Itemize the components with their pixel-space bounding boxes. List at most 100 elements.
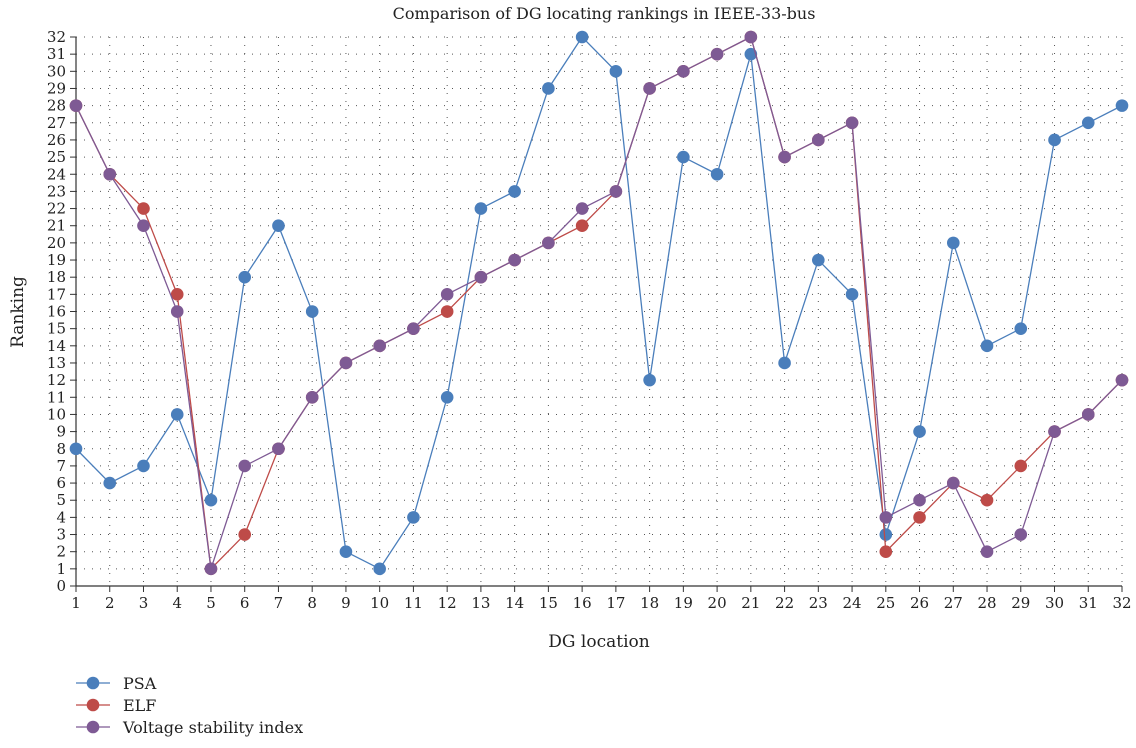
data-point: [812, 253, 825, 267]
y-tick-label: 17: [47, 285, 66, 303]
series-2: [69, 30, 1129, 576]
data-point: [440, 288, 454, 301]
x-tick-label: 16: [573, 594, 592, 612]
x-tick-label: 4: [172, 594, 182, 612]
series-0: [69, 30, 1129, 576]
data-point: [1081, 116, 1095, 130]
data-point: [980, 493, 994, 507]
series-line: [75, 35, 1123, 570]
x-tick-label: 18: [640, 594, 659, 612]
data-point: [1115, 373, 1129, 387]
x-tick-label: 10: [370, 594, 389, 612]
x-tick-label: 23: [809, 594, 828, 612]
x-tick-label: 32: [1112, 594, 1131, 612]
data-point: [272, 219, 285, 233]
data-point: [170, 305, 184, 318]
data-point: [137, 219, 150, 233]
y-tick-label: 16: [47, 303, 66, 321]
y-tick-label: 27: [47, 114, 66, 132]
data-point: [677, 150, 690, 164]
x-tick-label: 20: [708, 594, 727, 612]
series-layer: [69, 30, 1129, 576]
data-point: [744, 30, 758, 44]
y-tick-label: 14: [47, 337, 66, 355]
data-point: [103, 167, 117, 181]
y-tick-label: 4: [56, 508, 66, 526]
x-tick-label: 2: [105, 594, 115, 612]
y-tick-label: 8: [56, 440, 66, 458]
data-point: [542, 82, 555, 95]
x-tick-label: 28: [977, 594, 996, 612]
data-point: [778, 356, 791, 370]
y-tick-label: 10: [47, 405, 66, 423]
data-point: [103, 476, 117, 490]
x-tick-label: 25: [876, 594, 895, 612]
data-point: [643, 82, 656, 95]
x-tick-label: 15: [539, 594, 558, 612]
x-tick-label: 9: [341, 594, 351, 612]
legend: PSA ELF Voltage stability index: [76, 674, 303, 737]
legend-marker: [86, 676, 100, 690]
y-tick-label: 30: [47, 62, 66, 80]
y-tick-label: 12: [47, 371, 66, 389]
legend-label: ELF: [123, 696, 156, 715]
y-tick-label: 31: [47, 45, 66, 63]
data-point: [272, 442, 285, 456]
legend-marker: [86, 720, 100, 734]
data-point: [238, 270, 252, 284]
y-tick-label: 18: [47, 268, 66, 286]
y-tick-label: 19: [47, 251, 66, 269]
data-point: [137, 202, 150, 215]
data-point: [879, 528, 893, 541]
y-tick-label: 5: [56, 491, 66, 509]
x-tick-label: 31: [1079, 594, 1098, 612]
data-point: [137, 459, 150, 473]
x-tick-label: 3: [139, 594, 149, 612]
data-point: [677, 65, 690, 78]
data-point: [440, 305, 454, 318]
data-point: [440, 390, 454, 404]
legend-label: Voltage stability index: [122, 718, 303, 737]
y-tick-label: 9: [56, 423, 66, 441]
data-point: [980, 545, 994, 558]
data-point: [305, 305, 319, 318]
y-tick-label: 6: [56, 474, 66, 492]
y-tick-label: 11: [47, 388, 66, 406]
data-point: [609, 65, 623, 78]
x-tick-label: 27: [944, 594, 963, 612]
data-point: [339, 545, 353, 558]
data-point: [778, 150, 791, 164]
x-tick-label: 14: [505, 594, 524, 612]
x-tick-label: 19: [674, 594, 693, 612]
y-tick-label: 1: [56, 560, 66, 578]
chart-title: Comparison of DG locating rankings in IE…: [393, 4, 816, 23]
x-tick-label: 8: [307, 594, 317, 612]
data-point: [1014, 459, 1028, 473]
y-tick-label: 3: [56, 526, 66, 544]
legend-marker: [86, 698, 100, 712]
x-tick-label: 21: [741, 594, 760, 612]
y-tick-label: 29: [47, 79, 66, 97]
series-line: [75, 36, 1123, 570]
data-point: [879, 511, 893, 524]
data-point: [1115, 99, 1129, 112]
data-point: [1014, 322, 1028, 335]
y-tick-label: 2: [56, 543, 66, 561]
data-point: [542, 236, 555, 250]
y-tick-label: 32: [47, 28, 66, 46]
data-point: [643, 373, 656, 387]
data-point: [1048, 133, 1061, 147]
y-tick-label: 25: [47, 148, 66, 166]
y-tick-label: 7: [56, 457, 66, 475]
data-point: [744, 47, 758, 61]
x-tick-label: 29: [1011, 594, 1030, 612]
data-point: [913, 493, 926, 507]
x-tick-label: 30: [1045, 594, 1064, 612]
data-point: [980, 339, 994, 353]
y-tick-label: 13: [47, 354, 66, 372]
data-point: [170, 408, 184, 421]
data-point: [305, 390, 319, 404]
data-point: [913, 425, 926, 438]
data-point: [373, 562, 386, 576]
